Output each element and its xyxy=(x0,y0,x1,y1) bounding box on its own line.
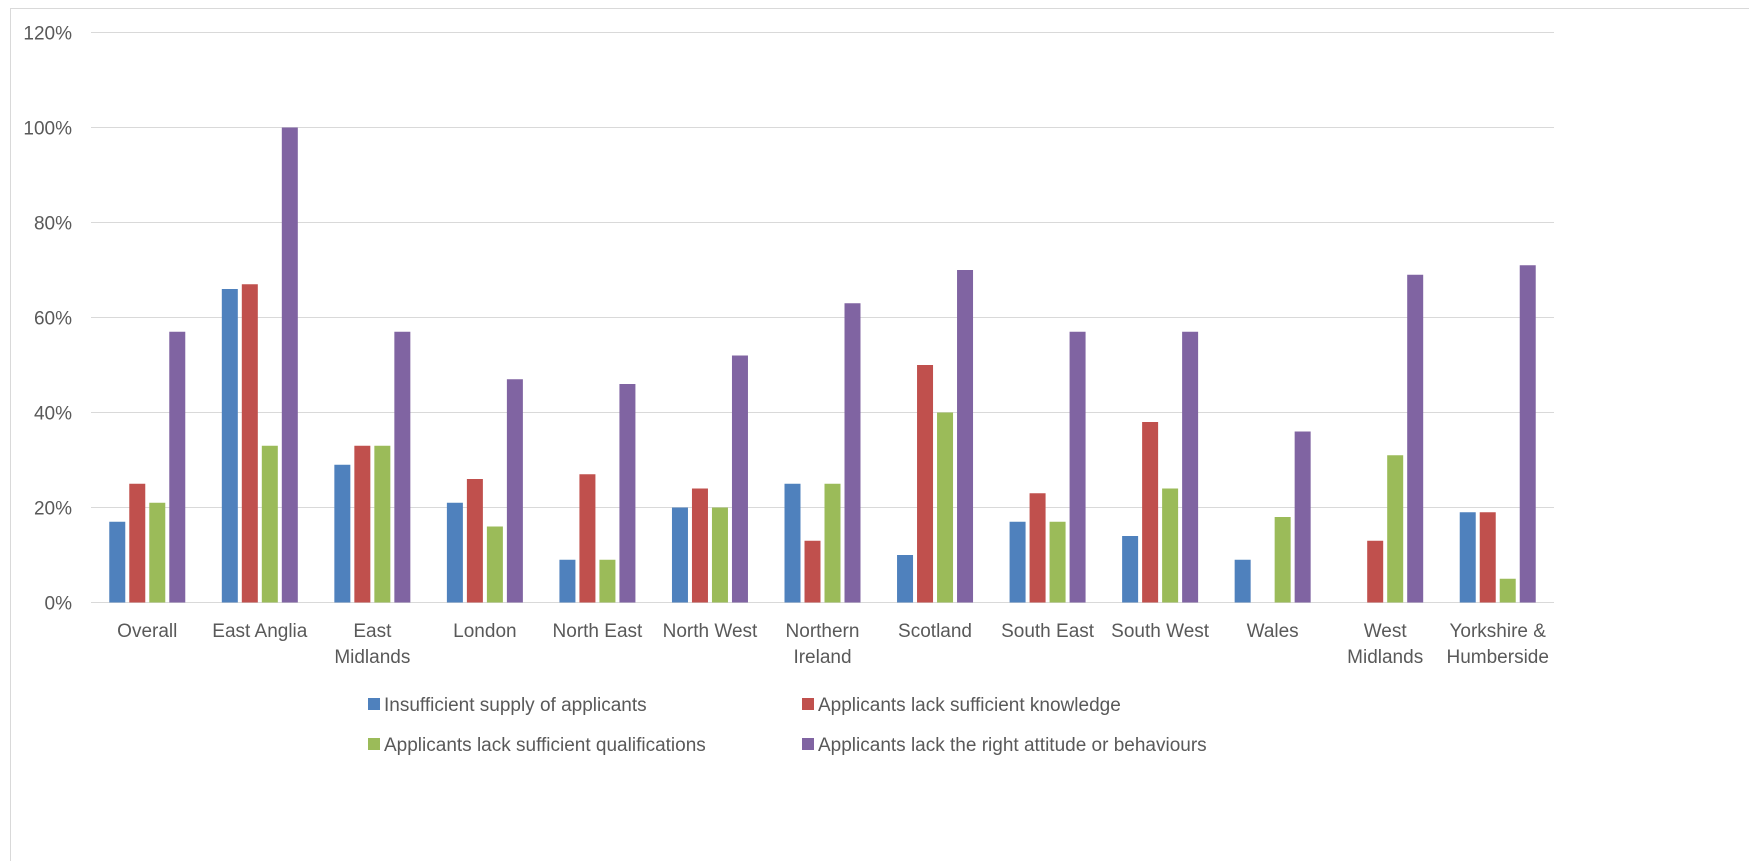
x-category-label: North East xyxy=(553,621,643,642)
bar xyxy=(1029,493,1046,603)
legend-label: Applicants lack sufficient qualification… xyxy=(384,735,706,756)
legend-label: Insufficient supply of applicants xyxy=(384,695,647,716)
bar xyxy=(129,483,146,603)
bar xyxy=(1479,512,1496,603)
x-category-label: Midlands xyxy=(1347,647,1423,668)
bar xyxy=(1407,274,1424,603)
x-category-label: East xyxy=(353,621,392,642)
gridlines xyxy=(91,32,1554,603)
y-tick-label: 120% xyxy=(23,24,72,45)
x-category-label: East Anglia xyxy=(212,621,307,642)
legend-swatch xyxy=(802,698,814,710)
bar xyxy=(1122,536,1139,603)
bar xyxy=(1142,422,1159,603)
x-category-label: Ireland xyxy=(793,647,851,668)
x-category-label: London xyxy=(453,621,516,642)
legend: Insufficient supply of applicants Applica… xyxy=(368,695,1207,756)
x-category-label: Humberside xyxy=(1447,647,1549,668)
bar xyxy=(1459,512,1476,603)
bar xyxy=(937,412,954,603)
bar xyxy=(1294,431,1311,603)
bar xyxy=(691,488,708,603)
bar xyxy=(466,479,483,603)
x-category-label: South East xyxy=(1001,621,1095,642)
bar xyxy=(731,355,748,603)
bar xyxy=(1274,517,1291,603)
bar xyxy=(149,502,166,603)
bar xyxy=(897,555,914,603)
x-category-label: Yorkshire & xyxy=(1449,621,1546,642)
y-tick-label: 100% xyxy=(23,119,72,140)
bar xyxy=(1519,265,1536,603)
bar xyxy=(824,483,841,603)
legend-swatch xyxy=(368,738,380,750)
x-category-label: Northern xyxy=(786,621,860,642)
bar xyxy=(334,464,351,603)
x-category-label: West xyxy=(1364,621,1408,642)
bar xyxy=(169,331,186,603)
bar xyxy=(671,507,688,603)
y-tick-label: 40% xyxy=(34,404,72,425)
bar xyxy=(1069,331,1086,603)
y-tick-label: 60% xyxy=(34,309,72,330)
bar xyxy=(844,303,861,603)
bar xyxy=(354,445,371,603)
y-tick-label: 20% xyxy=(34,499,72,520)
chart-frame xyxy=(10,8,1749,861)
legend-swatch xyxy=(368,698,380,710)
bar xyxy=(109,521,126,603)
bar xyxy=(711,507,728,603)
x-category-label: Midlands xyxy=(334,647,410,668)
bar xyxy=(446,502,463,603)
bar xyxy=(1049,521,1066,603)
bar xyxy=(559,559,576,603)
bar xyxy=(1182,331,1199,603)
x-axis-category-labels: Overall East Anglia East Midlands London Nort… xyxy=(117,621,1549,668)
bar xyxy=(221,289,238,603)
bar xyxy=(917,365,934,603)
bar xyxy=(599,559,616,603)
bar xyxy=(394,331,411,603)
y-tick-label: 0% xyxy=(45,594,73,615)
legend-label: Applicants lack the right attitude or be… xyxy=(818,735,1207,756)
bar xyxy=(261,445,278,603)
bar xyxy=(957,270,974,603)
bar xyxy=(804,540,821,603)
x-category-label: South West xyxy=(1111,621,1210,642)
bar xyxy=(486,526,503,603)
x-category-label: Overall xyxy=(117,621,177,642)
bar xyxy=(784,483,801,603)
bar xyxy=(241,284,258,603)
bars xyxy=(109,127,1536,603)
bar xyxy=(619,384,636,603)
bar xyxy=(374,445,391,603)
y-axis-tick-labels: 0% 20% 40% 60% 80% 100% 120% xyxy=(23,24,72,615)
legend-swatch xyxy=(802,738,814,750)
bar xyxy=(1367,540,1384,603)
legend-label: Applicants lack sufficient knowledge xyxy=(818,695,1121,716)
bar xyxy=(1234,559,1251,603)
x-category-label: Wales xyxy=(1247,621,1299,642)
bar xyxy=(579,474,596,603)
bar xyxy=(506,379,523,603)
x-category-label: Scotland xyxy=(898,621,972,642)
bar xyxy=(281,127,298,603)
bar xyxy=(1387,455,1404,603)
bar xyxy=(1499,578,1516,603)
bar xyxy=(1162,488,1179,603)
bar xyxy=(1009,521,1026,603)
x-category-label: North West xyxy=(663,621,758,642)
y-tick-label: 80% xyxy=(34,214,72,235)
